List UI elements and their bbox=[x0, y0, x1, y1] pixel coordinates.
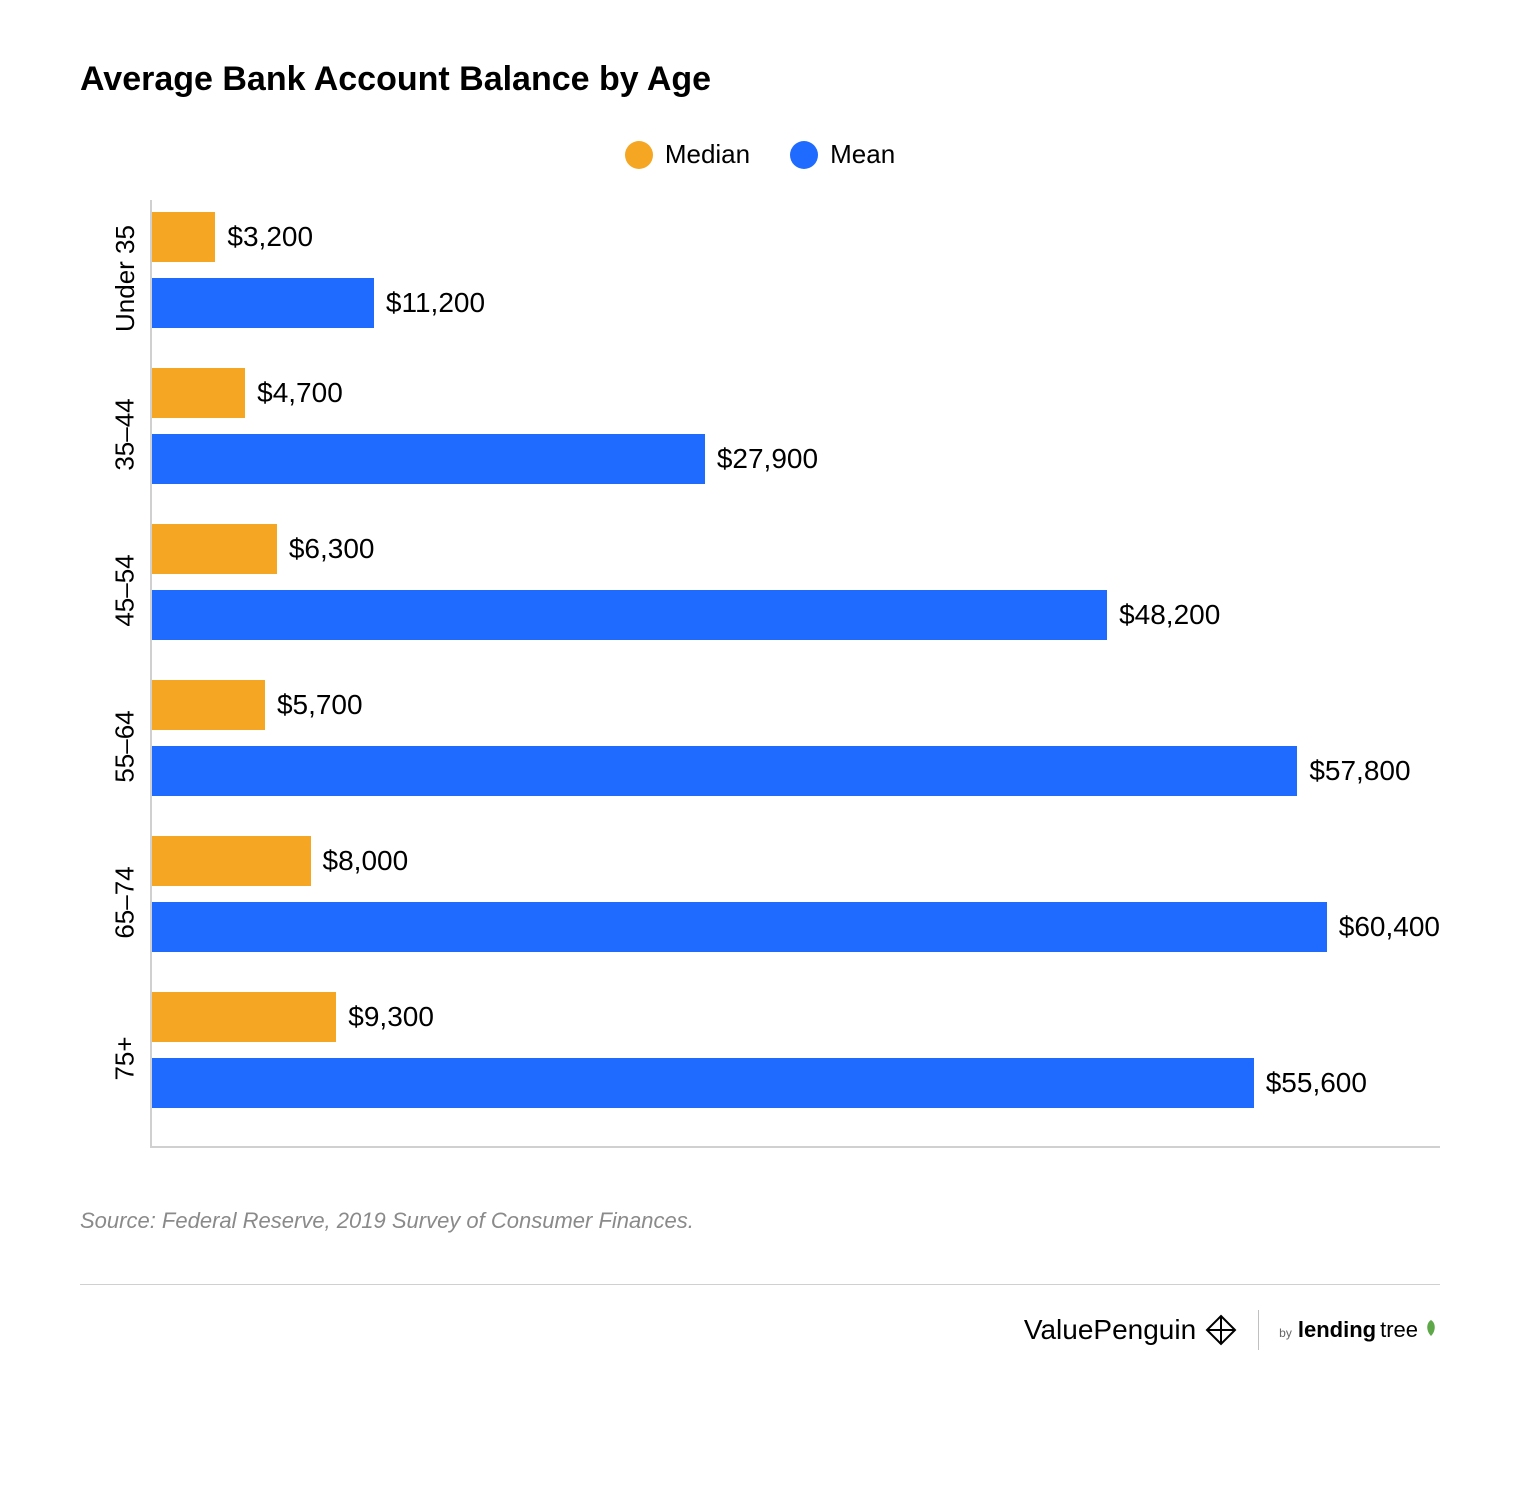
bar-mean bbox=[152, 590, 1107, 640]
bar-value-label: $60,400 bbox=[1339, 911, 1440, 943]
bar-mean bbox=[152, 902, 1327, 952]
bar-row: $57,800 bbox=[152, 746, 1440, 796]
bar-group: $6,300 $48,200 bbox=[152, 512, 1440, 668]
brand-lending-text: lending bbox=[1298, 1317, 1376, 1343]
legend-label: Median bbox=[665, 139, 750, 170]
bar-row: $8,000 bbox=[152, 836, 1440, 886]
bar-value-label: $9,300 bbox=[348, 1001, 434, 1033]
bar-row: $5,700 bbox=[152, 680, 1440, 730]
bar-row: $9,300 bbox=[152, 992, 1440, 1042]
plot-area: Under 35 35–44 45–54 55–64 65–74 75+ $3,200 $1… bbox=[100, 200, 1440, 1148]
bars-area: $3,200$11,200$4,700$27,900$6,300$48,200$… bbox=[150, 200, 1440, 1148]
bar-value-label: $6,300 bbox=[289, 533, 375, 565]
bar-group: $3,200 $11,200 bbox=[152, 200, 1440, 356]
y-category-label: 75+ bbox=[109, 1036, 140, 1080]
bar-group: $5,700 $57,800 bbox=[152, 668, 1440, 824]
bar-value-label: $4,700 bbox=[257, 377, 343, 409]
bar-value-label: $5,700 bbox=[277, 689, 363, 721]
bar-group: $4,700 $27,900 bbox=[152, 356, 1440, 512]
bar-value-label: $48,200 bbox=[1119, 599, 1220, 631]
brand-tree-text: tree bbox=[1380, 1317, 1418, 1343]
legend-swatch-median bbox=[625, 141, 653, 169]
y-category-label: 45–54 bbox=[110, 554, 141, 626]
legend-swatch-mean bbox=[790, 141, 818, 169]
y-category-label: 55–64 bbox=[110, 710, 141, 782]
y-category: 65–74 bbox=[100, 824, 150, 980]
brand-lendingtree: by lendingtree bbox=[1279, 1317, 1440, 1343]
bar-mean bbox=[152, 1058, 1254, 1108]
bar-mean bbox=[152, 278, 374, 328]
bar-value-label: $3,200 bbox=[227, 221, 313, 253]
brand-valuepenguin: ValuePenguin bbox=[1024, 1313, 1238, 1347]
bar-group: $9,300 $55,600 bbox=[152, 980, 1440, 1136]
bar-value-label: $57,800 bbox=[1309, 755, 1410, 787]
y-category: 75+ bbox=[100, 980, 150, 1136]
bar-median bbox=[152, 680, 265, 730]
chart-title: Average Bank Account Balance by Age bbox=[80, 60, 1440, 99]
legend-item-median: Median bbox=[625, 139, 750, 170]
brand-divider bbox=[1258, 1310, 1259, 1350]
y-category: 35–44 bbox=[100, 356, 150, 512]
footer: ValuePenguin by lendingtree bbox=[80, 1310, 1440, 1350]
bar-median bbox=[152, 212, 215, 262]
bar-row: $6,300 bbox=[152, 524, 1440, 574]
bar-row: $48,200 bbox=[152, 590, 1440, 640]
y-category: Under 35 bbox=[100, 200, 150, 356]
legend-item-mean: Mean bbox=[790, 139, 895, 170]
bar-value-label: $11,200 bbox=[386, 287, 485, 319]
y-category: 45–54 bbox=[100, 512, 150, 668]
bar-mean bbox=[152, 434, 705, 484]
bar-row: $27,900 bbox=[152, 434, 1440, 484]
y-category: 55–64 bbox=[100, 668, 150, 824]
bar-mean bbox=[152, 746, 1297, 796]
bar-row: $60,400 bbox=[152, 902, 1440, 952]
bar-median bbox=[152, 524, 277, 574]
source-text: Source: Federal Reserve, 2019 Survey of … bbox=[80, 1208, 1440, 1234]
bar-group: $8,000 $60,400 bbox=[152, 824, 1440, 980]
legend-label: Mean bbox=[830, 139, 895, 170]
y-category-label: Under 35 bbox=[110, 225, 141, 332]
leaf-icon bbox=[1422, 1319, 1440, 1337]
bar-row: $3,200 bbox=[152, 212, 1440, 262]
brand-primary-text: ValuePenguin bbox=[1024, 1314, 1196, 1346]
bar-median bbox=[152, 992, 336, 1042]
y-category-label: 65–74 bbox=[110, 866, 141, 938]
bar-row: $4,700 bbox=[152, 368, 1440, 418]
legend: Median Mean bbox=[80, 139, 1440, 170]
bar-value-label: $8,000 bbox=[323, 845, 409, 877]
footer-rule bbox=[80, 1284, 1440, 1285]
brand-by-text: by bbox=[1279, 1326, 1292, 1340]
bar-row: $55,600 bbox=[152, 1058, 1440, 1108]
bar-row: $11,200 bbox=[152, 278, 1440, 328]
penguin-icon bbox=[1204, 1313, 1238, 1347]
y-category-label: 35–44 bbox=[110, 398, 141, 470]
bar-median bbox=[152, 836, 311, 886]
bar-median bbox=[152, 368, 245, 418]
y-axis: Under 35 35–44 45–54 55–64 65–74 75+ bbox=[100, 200, 150, 1148]
bar-value-label: $55,600 bbox=[1266, 1067, 1367, 1099]
bar-value-label: $27,900 bbox=[717, 443, 818, 475]
chart-container: Average Bank Account Balance by Age Medi… bbox=[80, 60, 1440, 1350]
